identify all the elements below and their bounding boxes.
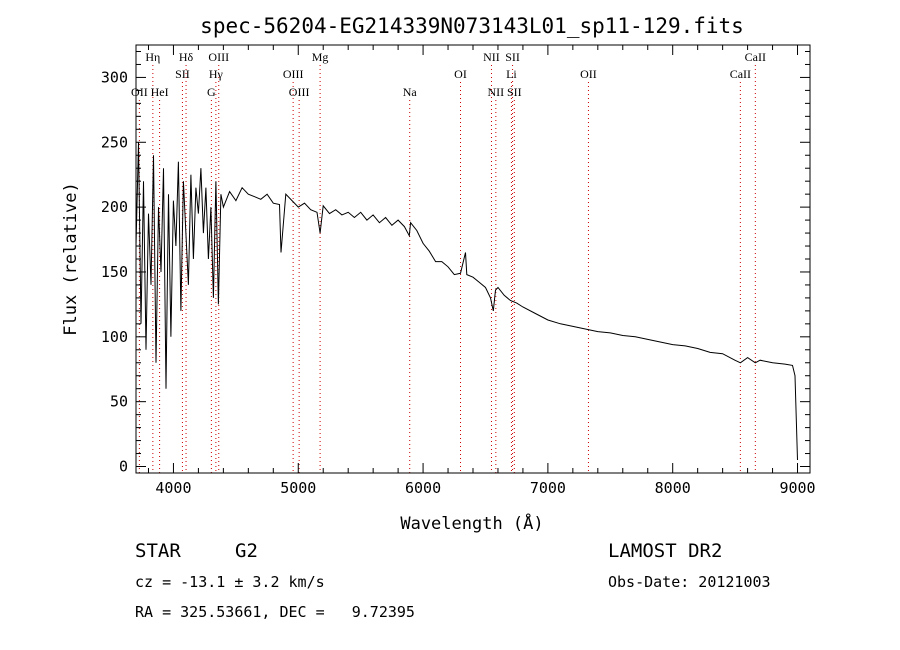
spectrum-line: [135, 142, 798, 461]
line-label-2: OIII: [208, 50, 229, 64]
x-tick-label: 7000: [530, 479, 566, 497]
y-tick-label: 300: [101, 68, 128, 86]
survey-name: LAMOST DR2: [608, 540, 723, 562]
line-label-11: Li: [506, 67, 517, 81]
line-label-9: OIII: [283, 67, 304, 81]
line-label-6: CaII: [745, 50, 766, 64]
y-axis: 0 50 100 150 200 250 300: [101, 50, 810, 476]
line-label-5: SII: [505, 50, 520, 64]
redshift-velocity: cz = -13.1 ± 3.2 km/s: [135, 573, 325, 591]
y-tick-label: 200: [101, 198, 128, 216]
line-label-13: CaII: [730, 67, 751, 81]
line-label-20: SII: [507, 85, 522, 99]
line-label-12: OII: [580, 67, 597, 81]
x-tick-label: 8000: [655, 479, 691, 497]
y-axis-label: Flux (relative): [61, 182, 81, 336]
observation-date: Obs-Date: 20121003: [608, 573, 771, 591]
plot-frame: [135, 44, 811, 474]
object-class: STAR: [135, 540, 181, 562]
line-label-10: OI: [454, 67, 467, 81]
line-label-16: G: [207, 85, 216, 99]
line-label-15: HeI: [151, 85, 169, 99]
y-tick-label: 150: [101, 263, 128, 281]
x-axis: 4000 5000 6000 7000 8000 9000: [147, 45, 816, 497]
line-label-3: Mg: [312, 50, 329, 64]
x-tick-label: 4000: [155, 479, 191, 497]
line-label-4: NII: [483, 50, 500, 64]
x-tick-label: 5000: [280, 479, 316, 497]
chart-title: spec-56204-EG214339N073143L01_sp11-129.f…: [200, 14, 744, 38]
y-tick-label: 50: [110, 393, 128, 411]
y-tick-label: 100: [101, 328, 128, 346]
line-label-14: OII: [131, 85, 148, 99]
line-label-8: Hγ: [209, 67, 224, 81]
coordinates: RA = 325.53661, DEC = 9.72395: [135, 603, 415, 621]
line-label-17: OIII: [289, 85, 310, 99]
line-label-19: NII: [488, 85, 505, 99]
x-axis-label: Wavelength (Å): [400, 512, 543, 534]
y-tick-label: 0: [119, 458, 128, 476]
y-tick-label: 250: [101, 133, 128, 151]
x-tick-label: 9000: [779, 479, 815, 497]
line-label-1: Hδ: [179, 50, 194, 64]
object-subclass: G2: [235, 540, 258, 562]
line-label-0: Hη: [145, 50, 160, 64]
line-label-18: Na: [403, 85, 418, 99]
line-label-7: SII: [175, 67, 190, 81]
x-tick-label: 6000: [405, 479, 441, 497]
emission-line-markers: [138, 65, 756, 473]
